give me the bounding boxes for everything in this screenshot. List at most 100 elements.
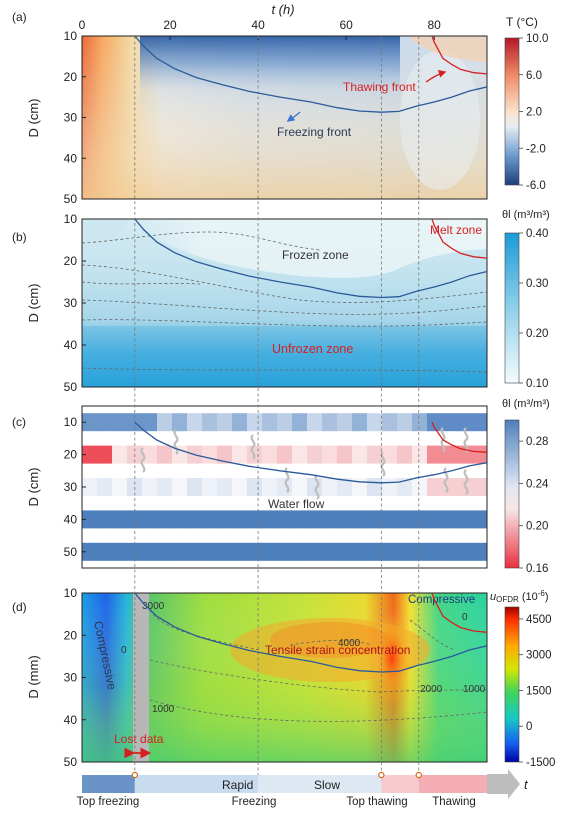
sensor-cell-d20 [352,445,368,464]
panel-a-colorbar-ticks: 10.0 6.0 2.0 -2.0 -6.0 [519,33,548,192]
panel-c-colorbar-ticks: 0.28 0.24 0.20 0.16 [519,436,549,575]
sensor-cell-d50 [217,542,233,561]
sensor-cell-d10 [172,413,188,432]
sensor-cell-d10 [382,413,398,432]
panel-c: 10 20 30 40 50 (c) D (cm) Water flow θl (m³/… [12,398,550,575]
water-flow-arrow [443,467,449,493]
panel-a-colorbar-title: T (°C) [506,15,538,29]
colorbar-tick-label: 0.16 [526,563,548,575]
colorbar-tick-label: 2.0 [526,107,542,119]
sensor-cell-d40 [352,510,368,529]
panel-a-ylabel: D (cm) [26,99,41,138]
sensor-cell-d30 [277,478,293,496]
sensor-cell-d10 [187,413,203,432]
sensor-cell-d50 [172,542,188,561]
sensor-cell-d10 [157,413,173,432]
sensor-cell-d10 [142,413,158,432]
thawing-front-label: Thawing front [343,80,416,94]
event-top-thawing: Top thawing [346,796,407,808]
sensor-cell-d20 [322,445,338,464]
sensor-cell-d10 [82,413,98,432]
sensor-cell-d40 [232,510,248,529]
sensor-cell-d40 [307,510,323,529]
sensor-cell-d20 [337,445,353,464]
sensor-cell-d40 [172,510,188,529]
sensor-cell-d10 [412,413,428,432]
sensor-cell-d20 [307,445,323,464]
sensor-cell-d40 [472,510,487,529]
y-tick-label: 50 [64,755,78,769]
event-marker [415,771,422,779]
contour-label-4000: 4000 [338,638,361,649]
sensor-cell-d40 [262,510,278,529]
sensor-cell-d30 [307,478,323,496]
compressive-label-right: Compressive [408,594,475,606]
sensor-cell-d20 [427,445,443,464]
panel-d-colorbar-ticks: 4500 3000 1500 0 -1500 [519,614,555,769]
sensor-cell-d30 [382,478,398,496]
sensor-cell-d50 [322,542,338,561]
freezing-front-line [134,36,487,113]
sensor-cell-d50 [307,542,323,561]
sensor-cell-d50 [247,542,263,561]
timeline-phase-segment [134,775,259,793]
event-top-freezing: Top freezing [77,796,140,808]
sensor-cell-d20 [262,445,278,464]
sensor-cell-d40 [367,510,383,529]
sensor-cell-d30 [472,478,487,496]
water-flow-label: Water flow [268,497,325,511]
water-flow-arrow [463,469,469,495]
sensor-cell-d10 [397,413,413,432]
sensor-cell-d50 [292,542,308,561]
colorbar-tick-label: -1500 [526,757,555,769]
timeline-phase-segment [381,775,419,793]
sensor-cell-d30 [157,478,173,496]
sensor-cell-d50 [412,542,428,561]
y-tick-label: 10 [64,212,78,226]
sensor-cell-d40 [217,510,233,529]
colorbar-tick-label: 0.30 [526,278,548,290]
melt-zone-label: Melt zone [430,223,482,237]
lost-data-label: Lost data [114,732,164,746]
thawing-front-line [431,36,487,75]
sensor-cell-d20 [292,445,308,464]
water-flow-arrow [250,434,256,460]
sensor-cell-d50 [472,542,487,561]
sensor-cell-d50 [427,542,443,561]
panel-c-colorbar [504,419,520,569]
y-tick-label: 40 [64,151,78,165]
sensor-cell-d50 [202,542,218,561]
sensor-cell-d40 [382,510,398,529]
sensor-cell-d50 [187,542,203,561]
panel-d-ylabel: D (mm) [26,655,41,698]
panel-a-axes: 10 20 30 40 50 0 20 40 60 80 [64,18,442,206]
sensor-cell-d50 [262,542,278,561]
sensor-cell-d40 [127,510,143,529]
colorbar-tick-label: 0.24 [526,478,549,490]
water-flow-arrow [380,451,386,477]
sensor-cell-d40 [457,510,473,529]
timeline-phase-segment [82,775,135,793]
timeline-arrow [487,769,520,799]
panel-b-colorbar [504,232,520,384]
panel-a-label: (a) [12,10,27,24]
sensor-cell-d30 [82,478,98,496]
timeline: t Rapid Slow Top freezing Freezing Top t… [77,769,529,808]
freezing-front-line [134,421,487,484]
panel-d-axes: 10 20 30 40 50 [64,586,86,769]
colorbar-tick-label: 1500 [526,685,552,697]
sensor-cell-d30 [172,478,188,496]
sensor-cell-d40 [157,510,173,529]
sensor-cell-d30 [187,478,203,496]
sensor-cell-d10 [217,413,233,432]
tensile-strain-label: Tensile strain concentration [265,643,410,657]
sensor-cell-d10 [337,413,353,432]
sensor-cell-d50 [367,542,383,561]
contour-label-1000-left: 1000 [152,704,175,715]
colorbar-tick-label: 4500 [526,614,552,626]
contour-label-0-left: 0 [121,645,127,656]
colorbar-tick-label: -6.0 [526,180,546,192]
panel-b-label: (b) [12,230,27,244]
panel-b-ylabel: D (cm) [26,284,41,323]
